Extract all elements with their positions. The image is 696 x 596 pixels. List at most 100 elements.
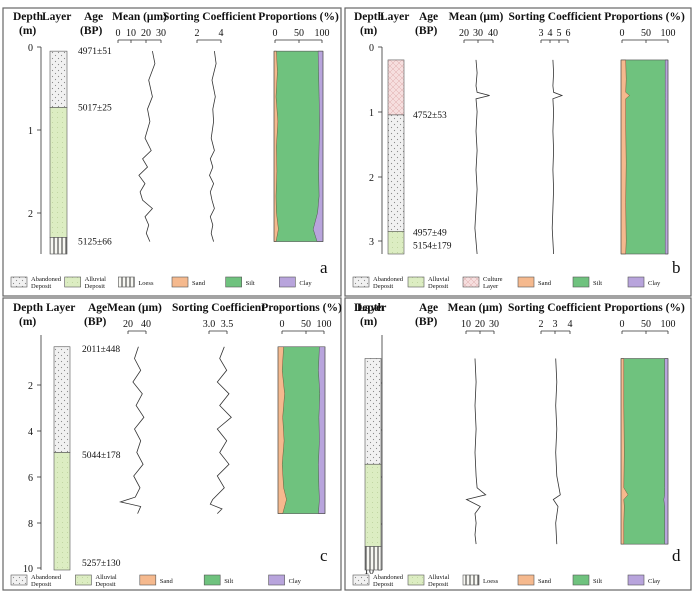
layer-loess xyxy=(49,237,68,255)
age-label: 5154±179 xyxy=(413,242,452,252)
mean-tick-label: 0 xyxy=(116,28,121,39)
proportions-tick-label: 50 xyxy=(641,319,651,330)
layer-alluvial xyxy=(364,463,382,547)
mean-tick-label: 30 xyxy=(489,319,499,330)
legend-swatch-abandoned xyxy=(352,574,370,586)
proportions-tick-label: 100 xyxy=(661,319,676,330)
age-label: 5044±178 xyxy=(82,451,121,461)
mean-header: Mean (μm) xyxy=(449,11,504,23)
legend-label: Deposit xyxy=(373,581,393,588)
legend-swatch-sand xyxy=(517,574,535,586)
proportions-frame xyxy=(277,346,326,514)
sorting-header: Sorting Coefficient xyxy=(172,302,265,314)
legend-swatch-abandoned xyxy=(10,574,28,586)
proportions-header: Proportions (%) xyxy=(261,302,342,314)
mean-tick-label: 30 xyxy=(156,28,166,39)
legend: AbandonedDepositAlluvialDepositCultureLa… xyxy=(352,276,661,290)
mean-tick-label: 20 xyxy=(475,319,485,330)
depth-unit: (m) xyxy=(360,25,377,37)
layer-abandoned xyxy=(387,114,405,232)
legend-swatch-alluvial xyxy=(64,276,81,288)
mean-curve xyxy=(474,59,490,255)
legend-label: Loess xyxy=(138,280,154,287)
sorting-curve xyxy=(209,346,232,514)
proportions-tick-label: 50 xyxy=(301,319,311,330)
legend-label: Clay xyxy=(648,280,661,287)
depth-tick-label: 2 xyxy=(28,209,33,220)
mean-header: Mean (μm) xyxy=(112,11,167,23)
sorting-header: Sorting Coefficient xyxy=(508,302,601,314)
proportions-frame xyxy=(273,50,324,242)
depth-header: Depth xyxy=(13,11,44,23)
sorting-curve xyxy=(209,51,217,242)
age-label: 4752±53 xyxy=(413,111,447,121)
mean-curve xyxy=(465,358,487,545)
layer-abandoned xyxy=(364,358,382,465)
mean-header: Mean (μm) xyxy=(448,302,503,314)
legend-label: Alluvial xyxy=(95,574,116,581)
layer-header: Layer xyxy=(357,302,386,314)
proportions-tick-label: 100 xyxy=(315,28,330,39)
proportions-tick-label: 0 xyxy=(620,319,625,330)
silt-area xyxy=(621,358,668,545)
legend-label: Deposit xyxy=(428,283,448,290)
legend-label: Deposit xyxy=(31,581,51,588)
proportions-tick-label: 50 xyxy=(294,28,304,39)
proportions-header: Proportions (%) xyxy=(604,11,685,23)
sorting-tick-label: 3 xyxy=(539,28,544,39)
legend-label: Sand xyxy=(538,280,552,287)
proportions-tick-label: 0 xyxy=(620,28,625,39)
panel-c: Depth (m) Layer Age (BP)Mean (μm) Sorting Coe… xyxy=(2,297,342,591)
legend-swatch-sand xyxy=(517,276,535,288)
layer-abandoned xyxy=(49,50,68,108)
legend-swatch-alluvial xyxy=(407,574,425,586)
legend-swatch-clay xyxy=(627,574,645,586)
legend-swatch-silt xyxy=(572,276,590,288)
sorting-tick-label: 4 xyxy=(219,28,224,39)
depth-tick-label: 0 xyxy=(369,43,374,54)
age-label: 5125±66 xyxy=(78,238,112,248)
sorting-curve xyxy=(552,358,561,545)
sorting-tick-label: 6 xyxy=(566,28,571,39)
depth-tick-label: 2 xyxy=(28,381,33,392)
legend-label: Alluvial xyxy=(85,276,106,283)
legend-swatch-alluvial xyxy=(75,574,92,586)
legend-label: Deposit xyxy=(95,581,115,588)
layer-alluvial xyxy=(49,107,68,238)
age-unit: (BP) xyxy=(415,316,438,328)
silt-area xyxy=(278,346,325,514)
legend-swatch-clay xyxy=(279,276,296,288)
clay-area xyxy=(664,59,669,255)
legend-label: Silt xyxy=(246,280,255,287)
depth-tick-label: 10 xyxy=(23,564,33,575)
legend-swatch-sand xyxy=(171,276,189,288)
legend-label: Layer xyxy=(483,283,499,290)
legend-label: Alluvial xyxy=(428,276,449,283)
legend-label: Sand xyxy=(538,578,552,585)
layer-alluvial xyxy=(53,452,71,571)
age-unit: (BP) xyxy=(80,25,103,37)
sorting-header: Sorting Coefficient xyxy=(163,11,256,23)
silt-area xyxy=(274,51,323,242)
layer-loess xyxy=(364,546,382,571)
depth-header: Depth xyxy=(13,302,44,314)
age-label: 4957±49 xyxy=(413,229,447,239)
depth-tick-label: 1 xyxy=(369,108,374,119)
mean-tick-label: 40 xyxy=(141,319,151,330)
sorting-tick-label: 5 xyxy=(557,28,562,39)
mean-tick-label: 10 xyxy=(126,28,136,39)
panel-label: c xyxy=(320,546,328,565)
panel-d: Depth (m) Layer Age (BP) Mean (μm) Sorting Coe… xyxy=(344,297,692,591)
mean-tick-label: 20 xyxy=(141,28,151,39)
sorting-tick-label: 3.5 xyxy=(221,319,234,330)
age-header: Age xyxy=(84,11,103,23)
legend-label: Deposit xyxy=(31,283,51,290)
legend-label: Abandoned xyxy=(373,574,404,581)
legend-label: Abandoned xyxy=(31,574,62,581)
panels: Depth(m)Layer Age(BP)Mean (μm)Sorting Coe… xyxy=(2,7,692,591)
legend-label: Loess xyxy=(483,578,499,585)
panel-label: d xyxy=(672,546,681,565)
clay-area xyxy=(318,346,326,514)
legend-swatch-culture xyxy=(462,276,480,288)
depth-unit: (m) xyxy=(360,316,377,328)
